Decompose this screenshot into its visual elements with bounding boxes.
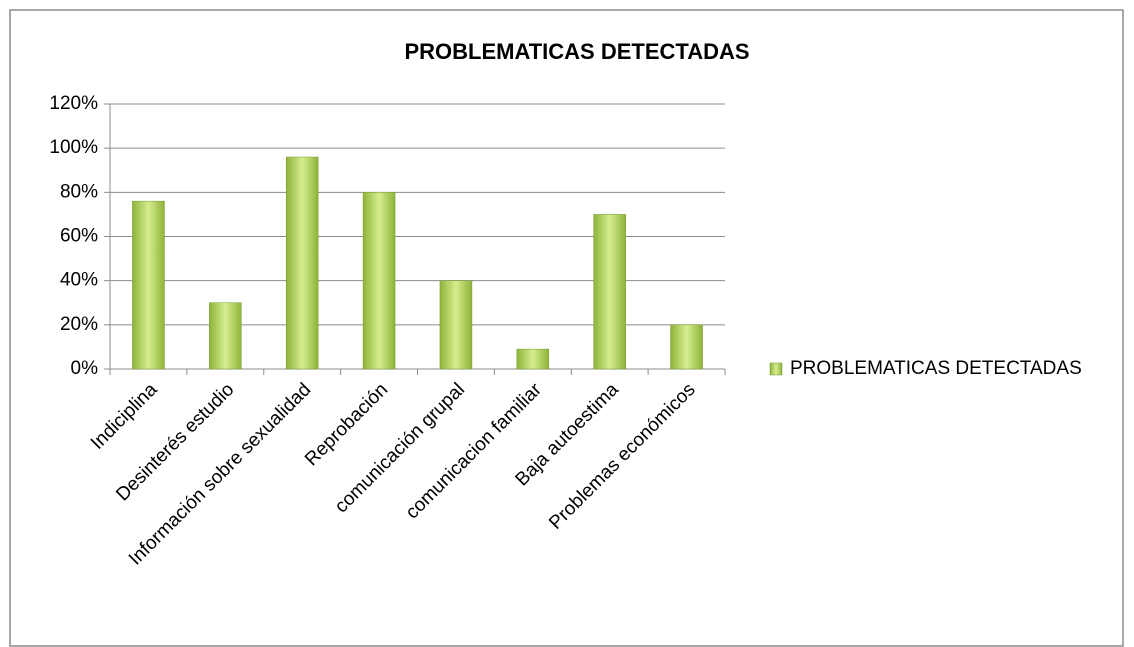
legend-swatch [769,362,783,376]
y-tick-label: 0% [71,358,99,379]
bar [593,214,626,370]
y-tick-label: 80% [60,181,98,202]
bar [132,200,165,370]
bar [285,156,319,370]
bar [670,324,703,370]
chart-title: PROBLEMATICAS DETECTADAS [404,39,749,64]
legend-label: PROBLEMATICAS DETECTADAS [790,358,1082,379]
y-tick-label: 100% [49,137,98,158]
y-tick-label: 40% [60,270,98,291]
y-tick-label: 20% [60,314,98,335]
y-tick-label: 60% [60,226,98,247]
bar [439,280,473,370]
bar [362,192,396,370]
bar [209,302,242,370]
bar [516,348,550,370]
y-tick-label: 120% [49,93,98,114]
chart-frame [9,9,1124,647]
